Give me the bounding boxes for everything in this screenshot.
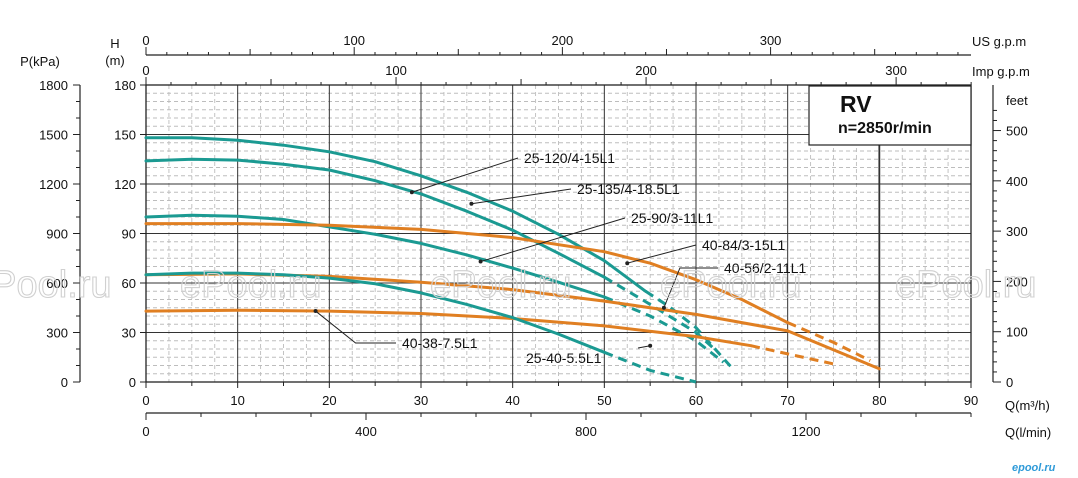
callout-dot (409, 190, 414, 195)
callout-line (663, 267, 718, 308)
q-m3h-tick-label: 90 (964, 393, 978, 408)
q-lmin-tick-label: 800 (575, 424, 597, 439)
p-axis-label: P(kPa) (20, 54, 60, 69)
callout-line (637, 345, 651, 349)
watermark-text: ePool.ru (180, 264, 322, 306)
callout-dot (478, 259, 483, 264)
q-lmin-tick-label: 400 (355, 424, 377, 439)
feet-tick-label: 0 (1006, 375, 1013, 390)
q-lmin-axis-label: Q(l/min) (1005, 425, 1051, 440)
callout-line (315, 310, 396, 344)
us-gpm-axis-label: US g.p.m (972, 34, 1026, 49)
series-curve-3 (144, 222, 790, 325)
us-gpm-tick-label: 300 (760, 33, 782, 48)
series-label: 40-84/3-15L1 (702, 237, 786, 253)
series-curve-1 (144, 157, 606, 279)
p-tick-label: 1800 (39, 78, 68, 93)
feet-axis-label: feet (1006, 93, 1028, 108)
watermark-text: ePool.ru (0, 264, 112, 306)
series-curve-dashed-2 (603, 295, 725, 364)
h-axis-unit: (m) (105, 53, 125, 68)
callout-dot (648, 343, 653, 348)
callout-line (411, 157, 519, 193)
feet-tick-label: 400 (1006, 174, 1028, 189)
q-lmin-tick-label: 0 (142, 424, 149, 439)
imp-gpm-tick-label: 300 (885, 63, 907, 78)
chart-title: RV (840, 91, 872, 117)
q-m3h-tick-label: 80 (872, 393, 886, 408)
h-tick-label: 120 (114, 177, 136, 192)
q-m3h-tick-label: 70 (780, 393, 794, 408)
series-curve-dashed-3 (787, 321, 871, 362)
title-box (808, 85, 972, 146)
imp-gpm-axis-label: Imp g.p.m (972, 64, 1030, 79)
chart-subtitle: n=2850r/min (838, 120, 932, 137)
callout-line (471, 188, 572, 205)
series-curve-dashed-5 (750, 344, 834, 366)
feet-tick-label: 500 (1006, 124, 1028, 139)
watermark-text: ePool.ru (895, 264, 1037, 306)
series-curve-dashed-1 (603, 275, 716, 351)
callout-dot (469, 201, 474, 206)
watermark-text: ePool.ru (660, 264, 802, 306)
series-curve-5 (144, 308, 753, 348)
p-tick-label: 1200 (39, 177, 68, 192)
q-m3h-tick-label: 10 (230, 393, 244, 408)
callout-dot (661, 305, 666, 310)
series-curve-dashed-6 (603, 350, 697, 384)
series-label: 25-120/4-15L1 (524, 150, 615, 166)
imp-gpm-tick-label: 100 (385, 63, 407, 78)
callout-line (480, 217, 626, 263)
h-tick-label: 150 (114, 128, 136, 143)
q-m3h-axis-label: Q(m³/h) (1005, 398, 1050, 413)
q-m3h-tick-label: 30 (414, 393, 428, 408)
series-label: 25-135/4-18.5L1 (577, 181, 680, 197)
feet-tick-label: 100 (1006, 325, 1028, 340)
p-tick-label: 600 (46, 276, 68, 291)
h-tick-label: 0 (129, 375, 136, 390)
callout-dot (313, 309, 318, 314)
p-tick-label: 300 (46, 326, 68, 341)
callout-line (627, 244, 697, 264)
q-lmin-tick-label: 1200 (792, 424, 821, 439)
q-m3h-tick-label: 40 (505, 393, 519, 408)
p-tick-label: 0 (61, 375, 68, 390)
us-gpm-tick-label: 0 (142, 33, 149, 48)
series-label: 40-38-7.5L1 (402, 335, 478, 351)
h-axis-label: H (110, 36, 119, 51)
feet-tick-label: 300 (1006, 224, 1028, 239)
series-label: 25-90/3-11L1 (631, 210, 713, 226)
q-m3h-tick-label: 0 (142, 393, 149, 408)
p-tick-label: 900 (46, 227, 68, 242)
q-m3h-tick-label: 60 (689, 393, 703, 408)
series-curve-2 (144, 213, 606, 299)
imp-gpm-tick-label: 200 (635, 63, 657, 78)
site-logo: epool.ru (1012, 462, 1056, 474)
series-curve-0 (144, 136, 648, 293)
h-tick-label: 90 (122, 227, 136, 242)
series-label: 25-40-5.5L1 (526, 350, 602, 366)
p-tick-label: 1500 (39, 128, 68, 143)
series-curve-6 (144, 271, 606, 354)
watermark-text: ePool.ru (430, 264, 572, 306)
us-gpm-tick-label: 100 (343, 33, 365, 48)
q-m3h-tick-label: 20 (322, 393, 336, 408)
callout-dot (625, 261, 630, 266)
us-gpm-tick-label: 200 (552, 33, 574, 48)
h-tick-label: 30 (122, 326, 136, 341)
q-m3h-tick-label: 50 (597, 393, 611, 408)
imp-gpm-tick-label: 0 (142, 63, 149, 78)
h-tick-label: 180 (114, 78, 136, 93)
feet-tick-label: 200 (1006, 274, 1028, 289)
series-label: 40-56/2-11L1 (724, 260, 806, 276)
h-tick-label: 60 (122, 276, 136, 291)
